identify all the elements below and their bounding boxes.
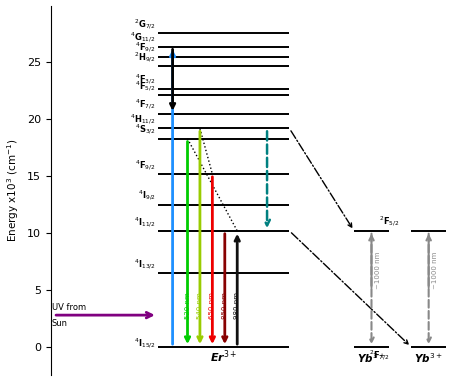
Text: $^2$F$_{5/2}$: $^2$F$_{5/2}$ [379, 215, 400, 229]
Text: 540 nm: 540 nm [197, 292, 203, 319]
Text: Yb$^{3+}$: Yb$^{3+}$ [357, 351, 386, 365]
Text: $^4$S$_{3/2}$: $^4$S$_{3/2}$ [135, 123, 155, 137]
Text: $^4$I$_{15/2}$: $^4$I$_{15/2}$ [134, 337, 155, 351]
Text: Yb$^{3+}$: Yb$^{3+}$ [414, 351, 443, 365]
Y-axis label: Energy x10$^3$ (cm$^{-1}$): Energy x10$^3$ (cm$^{-1}$) [6, 139, 21, 242]
Text: $^4$I$_{11/2}$: $^4$I$_{11/2}$ [134, 215, 155, 229]
Text: $^4$I$_{13/2}$: $^4$I$_{13/2}$ [134, 258, 155, 272]
Text: Er$^{3+}$: Er$^{3+}$ [210, 349, 237, 365]
Text: $^4$F$_{3/2}$: $^4$F$_{3/2}$ [135, 73, 155, 87]
Text: $^2$H$_{9/2}$: $^2$H$_{9/2}$ [134, 50, 155, 64]
Text: 980 nm: 980 nm [234, 291, 240, 319]
Text: $^2$G$_{7/2}$: $^2$G$_{7/2}$ [134, 17, 155, 32]
Text: $^4$F$_{9/2}$: $^4$F$_{9/2}$ [135, 41, 155, 55]
Text: $^4$F$_{5/2}$: $^4$F$_{5/2}$ [135, 80, 155, 94]
Text: $^2$F$_{7/2}$: $^2$F$_{7/2}$ [369, 348, 390, 363]
Text: 850 nm: 850 nm [222, 292, 228, 319]
Text: $^4$G$_{11/2}$: $^4$G$_{11/2}$ [130, 31, 155, 45]
Text: $^4$I$_{9/2}$: $^4$I$_{9/2}$ [138, 189, 155, 203]
Text: ~1000 nm: ~1000 nm [375, 251, 381, 289]
Text: $^4$F$_{7/2}$: $^4$F$_{7/2}$ [135, 98, 155, 112]
Text: 650 nm: 650 nm [210, 292, 215, 319]
Text: Sun: Sun [52, 319, 68, 328]
Text: UV from: UV from [52, 303, 86, 312]
Text: ~1000 nm: ~1000 nm [432, 251, 438, 289]
Text: $^4$H$_{11/2}$: $^4$H$_{11/2}$ [130, 113, 155, 127]
Text: 520 nm: 520 nm [184, 292, 191, 319]
Text: $^4$F$_{9/2}$: $^4$F$_{9/2}$ [135, 158, 155, 173]
